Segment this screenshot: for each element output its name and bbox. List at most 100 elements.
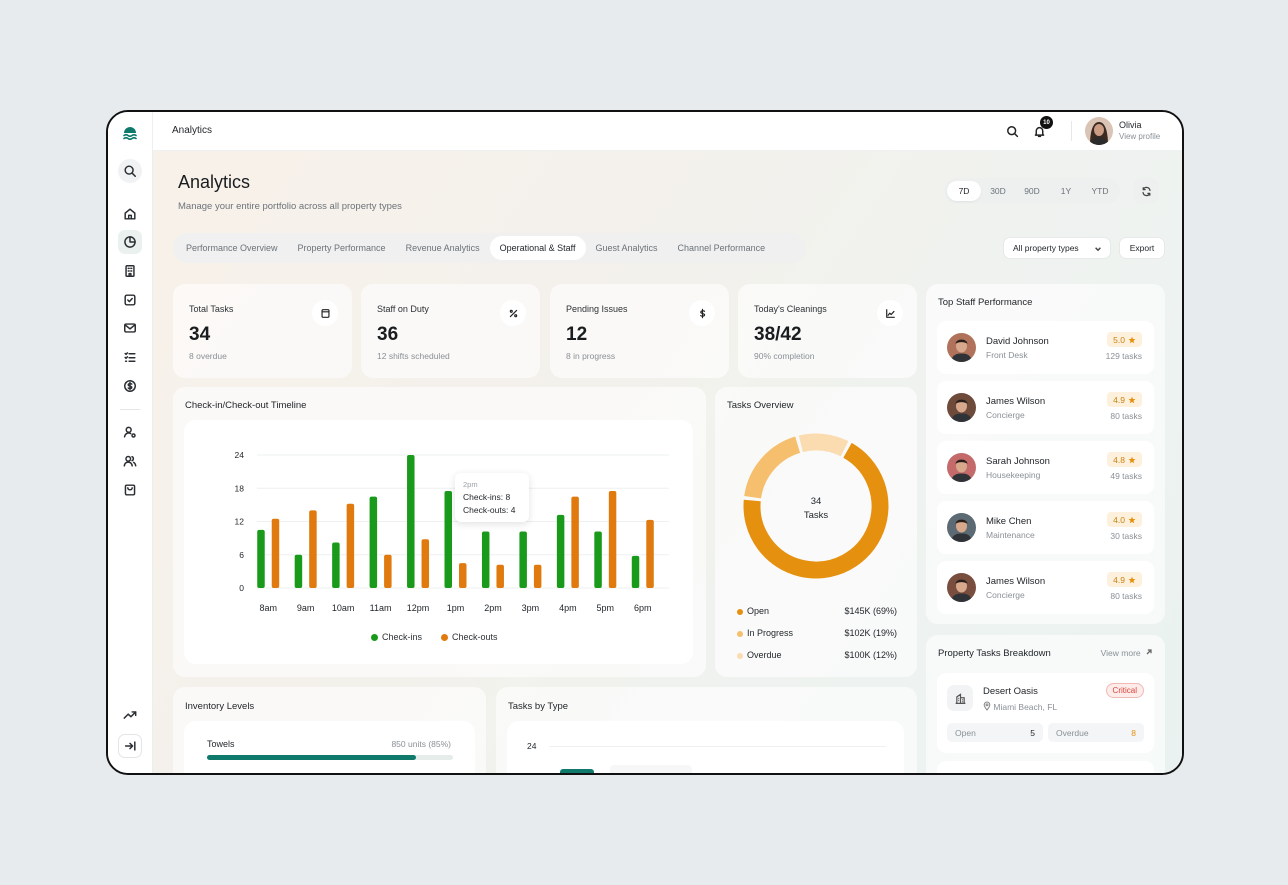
bar-check-ins[interactable] [594, 531, 602, 588]
export-button[interactable]: Export [1119, 237, 1165, 259]
building-icon[interactable] [118, 259, 142, 283]
range-1y[interactable]: 1Y [1060, 186, 1072, 196]
inventory-panel: Inventory Levels Towels 850 units (85%) [173, 687, 486, 773]
staff-card[interactable]: James Wilson Concierge 4.9 80 tasks [937, 561, 1154, 614]
mail-icon[interactable] [118, 316, 142, 340]
staff-role: Maintenance [986, 530, 1035, 540]
overdue-label: Overdue [1056, 728, 1089, 738]
bar-check-outs[interactable] [421, 539, 430, 588]
checklist-icon[interactable] [118, 345, 142, 369]
logo-icon[interactable] [118, 122, 142, 146]
map-pin-icon [983, 701, 991, 711]
bar-check-ins[interactable] [444, 491, 453, 588]
legend-dot [737, 630, 743, 637]
bar-check-outs[interactable] [646, 519, 654, 588]
range-90d[interactable]: 90D [1024, 186, 1040, 196]
bar-check-outs[interactable] [309, 510, 317, 588]
page-title: Analytics [178, 172, 251, 192]
dollar-icon[interactable] [118, 374, 142, 398]
range-ytd[interactable]: YTD [1091, 186, 1109, 196]
bar-check-outs[interactable] [496, 564, 504, 588]
tab-operational-staff[interactable]: Operational & Staff [489, 236, 586, 260]
bar-check-outs[interactable] [459, 563, 467, 588]
legend-name: In Progress [747, 628, 794, 638]
legend-dot [737, 608, 743, 615]
bar-check-outs[interactable] [533, 564, 542, 588]
avatar[interactable] [1085, 117, 1113, 145]
stat-title: Pending Issues [566, 304, 628, 314]
open-count-pill: Open 5 [947, 723, 1043, 742]
donut-slice-overdue[interactable] [798, 433, 849, 457]
sidebar-search-icon[interactable] [118, 159, 142, 183]
bar-check-outs[interactable] [271, 518, 280, 588]
staff-task-count: 80 tasks [1110, 591, 1142, 601]
range-7d[interactable]: 7D [947, 181, 981, 201]
topbar: Analytics 10 Olivia View profile [153, 112, 1182, 151]
user-menu[interactable]: Olivia View profile [1119, 120, 1160, 141]
sidebar-divider [120, 409, 140, 410]
bar-check-ins[interactable] [369, 496, 378, 588]
view-more-link[interactable]: View more [1101, 648, 1153, 658]
range-30d[interactable]: 30D [990, 186, 1006, 196]
breadcrumb: Analytics [172, 125, 213, 136]
tasks-overview-title: Tasks Overview [727, 400, 794, 411]
user-settings-icon[interactable] [118, 420, 142, 444]
rating-value: 4.9 [1113, 394, 1125, 405]
tab-performance-overview[interactable]: Performance Overview [186, 243, 278, 253]
users-icon[interactable] [118, 449, 142, 473]
legend-checkouts: Check-outs [441, 632, 498, 642]
bar-check-outs[interactable] [608, 491, 617, 588]
donut-slice-open[interactable] [743, 442, 889, 579]
staff-card[interactable]: David Johnson Front Desk 5.0 129 tasks [937, 321, 1154, 374]
search-icon[interactable] [1004, 123, 1020, 139]
stat-card-pending-issues: Pending Issues 12 8 in progress [550, 284, 729, 378]
home-icon[interactable] [118, 202, 142, 226]
property-card[interactable] [937, 761, 1154, 773]
legend-amount: $145K (69%) [844, 606, 897, 616]
x-tick-label: 2pm [484, 603, 502, 613]
bar-check-ins[interactable] [332, 542, 340, 588]
property-name: Desert Oasis [983, 686, 1038, 697]
tab-revenue-analytics[interactable]: Revenue Analytics [405, 243, 480, 253]
staff-card[interactable]: Mike Chen Maintenance 4.0 30 tasks [937, 501, 1154, 554]
tab-property-performance[interactable]: Property Performance [297, 243, 386, 253]
staff-card[interactable]: Sarah Johnson Housekeeping 4.8 49 tasks [937, 441, 1154, 494]
shopping-bag-icon[interactable] [118, 478, 142, 502]
bar-check-ins[interactable] [519, 531, 527, 588]
donut-slice-in-progress[interactable] [744, 436, 801, 499]
stat-card-todays-cleanings: Today's Cleanings 38/42 90% completion [738, 284, 917, 378]
property-type-filter-label: All property types [1013, 243, 1079, 253]
bar-check-ins[interactable] [294, 554, 303, 588]
collapse-sidebar-icon[interactable] [118, 734, 142, 758]
bar-check-ins[interactable] [407, 455, 415, 588]
bar-check-ins[interactable] [631, 555, 640, 588]
legend-overdue: Overdue $100K (12%) [737, 650, 897, 660]
rating-value: 4.0 [1113, 514, 1125, 525]
app-window: Analytics 10 Olivia View profile Analyti… [106, 110, 1184, 775]
staff-name: Sarah Johnson [986, 456, 1050, 467]
bar-check-ins[interactable] [481, 531, 490, 588]
bar-check-outs[interactable] [384, 554, 392, 588]
stat-title: Today's Cleanings [754, 304, 827, 314]
trending-icon[interactable] [118, 703, 142, 727]
donut-center-value: 34 [810, 496, 822, 507]
bar-check-outs[interactable] [571, 496, 579, 588]
bar-check-outs[interactable] [346, 503, 355, 588]
property-type-filter[interactable]: All property types [1003, 237, 1111, 259]
bell-icon[interactable] [1031, 123, 1047, 139]
tab-guest-analytics[interactable]: Guest Analytics [595, 243, 658, 253]
staff-card[interactable]: James Wilson Concierge 4.9 80 tasks [937, 381, 1154, 434]
user-name: Olivia [1119, 120, 1142, 130]
property-card[interactable]: Desert Oasis Miami Beach, FL Critical Op… [937, 673, 1154, 753]
bar-check-ins[interactable] [556, 514, 565, 588]
tasks-by-type-title: Tasks by Type [508, 701, 569, 712]
inventory-progress-fill [207, 755, 417, 760]
checkbox-icon[interactable] [118, 288, 142, 312]
tab-channel-performance[interactable]: Channel Performance [677, 243, 766, 253]
view-profile-link[interactable]: View profile [1119, 132, 1161, 141]
chevron-down-icon [1095, 247, 1101, 252]
refresh-button[interactable] [1133, 178, 1159, 204]
bar-check-ins[interactable] [257, 529, 265, 588]
pie-chart-icon[interactable] [118, 230, 142, 254]
x-tick-label: 8am [259, 603, 277, 613]
